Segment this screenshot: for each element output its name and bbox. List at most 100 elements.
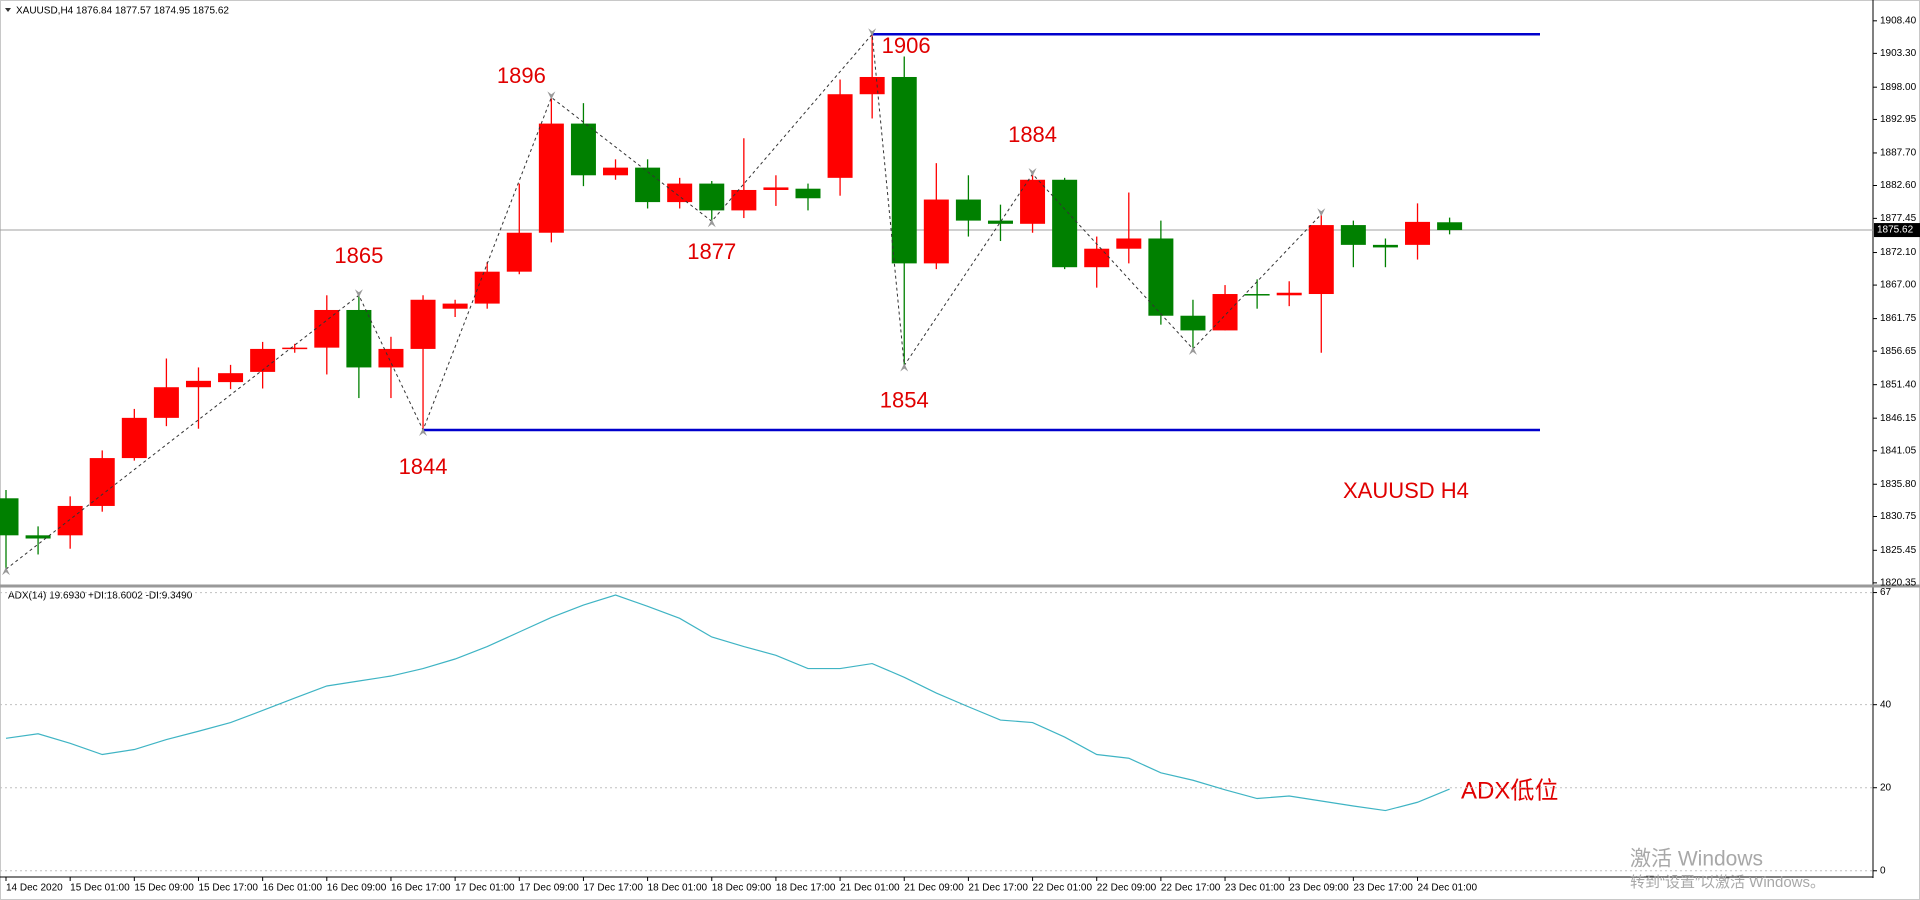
candle-body — [538, 123, 564, 233]
candle-body — [763, 187, 789, 190]
pivot-label: 1854 — [880, 387, 929, 412]
candle-body — [410, 299, 436, 349]
x-tick-label: 21 Dec 01:00 — [840, 883, 900, 894]
y-tick-label: 1882.60 — [1880, 180, 1917, 191]
candle-body — [1180, 315, 1206, 331]
candle-body — [346, 309, 372, 368]
x-tick-label: 17 Dec 09:00 — [519, 883, 579, 894]
y-tick-label: 67 — [1880, 587, 1892, 598]
y-tick-label: 1841.05 — [1880, 445, 1917, 456]
candle-body — [25, 535, 51, 539]
x-tick-label: 16 Dec 17:00 — [391, 883, 451, 894]
last-price-box — [1874, 223, 1920, 238]
candle-body — [1437, 222, 1463, 231]
y-tick-label: 1856.65 — [1880, 346, 1917, 357]
pivot-label: 1865 — [334, 243, 383, 268]
fractal-marker — [1317, 208, 1326, 217]
indicator-header: ADX(14) 19.6930 +DI:18.6002 -DI:9.3490 — [8, 591, 193, 602]
x-tick-label: 24 Dec 01:00 — [1418, 883, 1478, 894]
zigzag-line — [5, 32, 1322, 570]
x-tick-label: 15 Dec 01:00 — [70, 883, 130, 894]
x-tick-label: 22 Dec 01:00 — [1033, 883, 1093, 894]
pivot-label: 1877 — [687, 239, 736, 264]
fractal-marker — [900, 363, 909, 372]
candle-body — [153, 387, 179, 418]
y-tick-label: 1867.00 — [1880, 280, 1917, 291]
pivot-label: 1884 — [1008, 122, 1057, 147]
candle-body — [0, 498, 19, 536]
candle-body — [89, 458, 115, 506]
symbol-annotation: XAUUSD H4 — [1343, 478, 1469, 503]
y-tick-label: 1830.75 — [1880, 511, 1917, 522]
candle-body — [1116, 238, 1142, 249]
fractal-marker — [707, 219, 716, 228]
candle-body — [506, 232, 532, 272]
candle-body — [250, 348, 276, 372]
x-tick-label: 23 Dec 17:00 — [1353, 883, 1413, 894]
y-tick-label: 1898.00 — [1880, 82, 1917, 93]
x-tick-label: 17 Dec 17:00 — [583, 883, 643, 894]
candle-body — [121, 417, 147, 459]
x-tick-label: 14 Dec 2020 — [6, 883, 63, 894]
x-tick-label: 21 Dec 09:00 — [904, 883, 964, 894]
candle-body — [1244, 294, 1270, 296]
watermark-subtitle: 转到“设置”以激活 Windows。 — [1630, 874, 1825, 891]
candle-body — [891, 76, 917, 264]
watermark-title: 激活 Windows — [1630, 848, 1763, 871]
candle-body — [218, 373, 244, 383]
y-tick-label: 1851.40 — [1880, 379, 1917, 390]
y-tick-label: 1820.35 — [1880, 578, 1917, 589]
candle-body — [442, 303, 468, 309]
x-tick-label: 18 Dec 09:00 — [712, 883, 772, 894]
candle-body — [1405, 221, 1431, 245]
candle-body — [1340, 225, 1366, 245]
menu-icon — [5, 8, 11, 12]
pivot-label: 1906 — [882, 33, 931, 58]
candle-body — [1020, 179, 1046, 224]
candle-body — [570, 123, 596, 176]
x-tick-label: 16 Dec 01:00 — [263, 883, 323, 894]
fractal-marker — [2, 567, 10, 576]
candle-body — [923, 199, 949, 264]
candle-body — [1084, 248, 1110, 268]
candle-body — [474, 271, 500, 304]
x-tick-label: 22 Dec 09:00 — [1097, 883, 1157, 894]
x-tick-label: 21 Dec 17:00 — [968, 883, 1028, 894]
fractal-marker — [547, 91, 556, 100]
candle-body — [731, 189, 757, 211]
candle-body — [603, 167, 629, 176]
candle-body — [282, 347, 308, 350]
pivot-label: 1896 — [497, 63, 546, 88]
fractal-marker — [868, 28, 877, 37]
candle-body — [987, 220, 1013, 224]
candle-body — [378, 348, 404, 368]
candle-body — [699, 183, 725, 211]
adx-annotation: ADX低位 — [1461, 777, 1558, 804]
candle-body — [185, 380, 211, 388]
fractal-marker — [1028, 168, 1037, 177]
candle-body — [1372, 244, 1398, 248]
last-price-label: 1875.62 — [1877, 225, 1914, 236]
y-tick-label: 20 — [1880, 782, 1892, 793]
chart-header: XAUUSD,H4 1876.84 1877.57 1874.95 1875.6… — [16, 6, 229, 17]
x-tick-label: 16 Dec 09:00 — [327, 883, 387, 894]
y-tick-label: 1908.40 — [1880, 15, 1917, 26]
x-tick-label: 23 Dec 01:00 — [1225, 883, 1285, 894]
candle-body — [57, 505, 83, 536]
fractal-marker — [354, 289, 363, 298]
candle-body — [635, 167, 661, 203]
candle-body — [859, 76, 885, 95]
candle-body — [827, 94, 853, 178]
x-tick-label: 18 Dec 01:00 — [648, 883, 708, 894]
fractal-marker — [1188, 346, 1197, 355]
candle-body — [667, 183, 693, 203]
x-tick-label: 22 Dec 17:00 — [1161, 883, 1221, 894]
y-tick-label: 1892.95 — [1880, 114, 1917, 125]
x-tick-label: 15 Dec 17:00 — [198, 883, 258, 894]
y-tick-label: 1861.75 — [1880, 313, 1917, 324]
candle-body — [1308, 225, 1334, 295]
y-tick-label: 1903.30 — [1880, 48, 1917, 59]
